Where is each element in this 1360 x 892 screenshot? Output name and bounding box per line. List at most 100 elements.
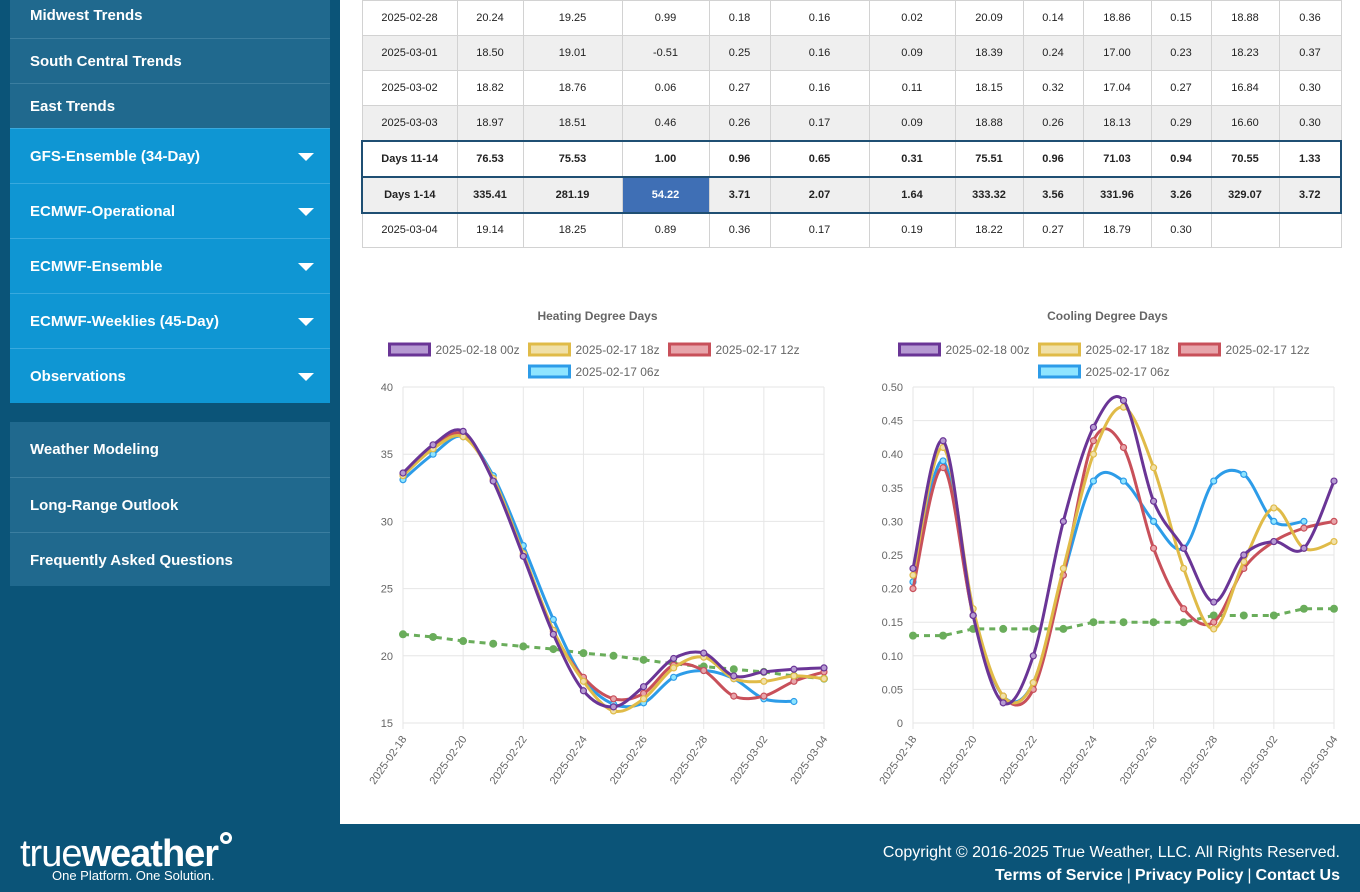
data-point [999, 624, 1008, 633]
table-cell: 0.31 [868, 139, 956, 178]
sidebar-item-ecmwf-weeklies[interactable]: ECMWF-Weeklies (45-Day) [10, 293, 330, 348]
table-cell: 0.25 [708, 35, 771, 71]
table-cell: 0.19 [868, 212, 956, 248]
terms-of-service-link[interactable]: Terms of Service [994, 867, 1123, 884]
footer: trueweather One Platform. One Solution. … [0, 824, 1360, 892]
y-tick-label: 0.50 [882, 382, 903, 394]
table-cell: 0.96 [1022, 139, 1084, 178]
table-cell: 18.51 [522, 105, 623, 141]
data-point [1059, 624, 1068, 633]
sidebar-item-observations[interactable]: Observations [10, 348, 330, 403]
data-point [399, 469, 407, 477]
data-point [999, 692, 1007, 700]
data-point [459, 637, 468, 646]
table-cell: 3.26 [1150, 175, 1212, 214]
info-menu-group: Weather Modeling Long-Range Outlook Freq… [10, 422, 330, 586]
data-point [1210, 625, 1218, 633]
table-cell: 0.06 [621, 70, 710, 106]
sidebar-item-long-range-outlook[interactable]: Long-Range Outlook [10, 477, 330, 532]
table-cell: 70.55 [1210, 139, 1280, 178]
data-point [700, 649, 708, 657]
legend-label: 2025-02-17 18z [576, 343, 660, 357]
legend-swatch [1038, 364, 1081, 379]
table-cell: 0.29 [1150, 105, 1212, 141]
table-cell: 0.96 [708, 139, 771, 178]
table-cell: 0.18 [708, 0, 771, 36]
data-point [939, 464, 947, 472]
data-point [1330, 537, 1338, 546]
table-cell: 75.53 [522, 139, 623, 178]
footer-links: Terms of Service | Privacy Policy | Contact … [994, 867, 1340, 884]
table-cell: 0.11 [868, 70, 956, 106]
data-point [1029, 652, 1037, 660]
sidebar-item-south-central-trends[interactable]: South Central Trends [10, 38, 330, 83]
y-tick-label: 0.40 [882, 449, 903, 461]
data-point [429, 632, 438, 641]
sidebar-item-midwest-trends[interactable]: Midwest Trends [10, 0, 330, 38]
table-cell: 0.46 [621, 105, 710, 141]
legend-label: 2025-02-17 06z [1086, 365, 1170, 379]
data-point [1299, 604, 1308, 613]
table-cell: 19.14 [456, 212, 524, 248]
data-point [790, 697, 798, 706]
data-point [1180, 544, 1188, 552]
table-row: 2025-03-04 19.14 18.25 0.89 0.36 0.17 0.19 18.2… [361, 212, 1342, 248]
table-cell: 76.53 [456, 139, 524, 178]
sidebar-item-ecmwf-ensemble[interactable]: ECMWF-Ensemble [10, 238, 330, 293]
data-point [399, 630, 407, 639]
data-point [1300, 544, 1308, 552]
data-point [1089, 477, 1098, 485]
table-cell: 0.27 [1022, 212, 1084, 248]
data-point [639, 695, 648, 703]
y-tick-label: 15 [381, 718, 393, 730]
sidebar-item-east-trends[interactable]: East Trends [10, 83, 330, 128]
sidebar-item-label: ECMWF-Ensemble [30, 258, 163, 275]
x-tick-label: 2025-03-04 [1298, 734, 1340, 787]
y-tick-label: 0.05 [882, 684, 903, 696]
data-point [1180, 564, 1188, 573]
row-label-cell: Days 1-14 [361, 175, 458, 214]
table-cell: 0.30 [1278, 70, 1342, 106]
legend-label: 2025-02-17 12z [716, 343, 800, 357]
contact-us-link[interactable]: Contact Us [1255, 867, 1340, 884]
x-tick-label: 2025-02-18 [367, 734, 409, 787]
row-label-cell: 2025-03-04 [361, 212, 458, 248]
sidebar-item-weather-modeling[interactable]: Weather Modeling [10, 422, 330, 477]
table-cell: 0.65 [769, 139, 870, 178]
x-tick-label: 2025-02-18 [877, 734, 919, 787]
table-cell: 71.03 [1082, 139, 1152, 178]
copyright-text: Copyright © 2016-2025 True Weather, LLC.… [882, 844, 1340, 861]
data-point [1210, 598, 1218, 606]
data-point [999, 699, 1007, 707]
data-point [1210, 618, 1218, 626]
table-cell: 333.32 [954, 175, 1024, 214]
sidebar-item-faq[interactable]: Frequently Asked Questions [10, 532, 330, 586]
data-point [609, 695, 618, 703]
row-label-cell: Days 11-14 [361, 139, 458, 178]
table-cell: 3.56 [1022, 175, 1084, 214]
table-cell [1210, 212, 1280, 248]
trueweather-logo[interactable]: trueweather One Platform. One Solution. [20, 832, 233, 883]
data-point [1119, 618, 1128, 627]
data-point [1300, 517, 1308, 525]
data-point [670, 673, 678, 681]
data-point [1239, 611, 1248, 620]
table-cell: 0.15 [1150, 0, 1212, 36]
legend-swatch [388, 342, 431, 357]
data-point [909, 571, 917, 579]
table-cell: 0.16 [769, 35, 870, 71]
data-point [760, 692, 768, 700]
data-point [939, 437, 947, 445]
data-point [820, 675, 828, 683]
legend-label: 2025-02-18 00z [436, 343, 520, 357]
data-point [579, 687, 588, 695]
sidebar-item-label: Observations [30, 368, 126, 385]
x-tick-label: 2025-02-22 [488, 734, 530, 787]
data-point [1240, 470, 1248, 478]
legend-swatch [1038, 342, 1081, 357]
privacy-policy-link[interactable]: Privacy Policy [1134, 867, 1244, 884]
series-line [401, 431, 825, 702]
sidebar-item-ecmwf-operational[interactable]: ECMWF-Operational [10, 183, 330, 238]
sidebar-item-gfs-ensemble[interactable]: GFS-Ensemble (34-Day) [10, 128, 330, 183]
table-cell: 0.16 [769, 0, 870, 36]
